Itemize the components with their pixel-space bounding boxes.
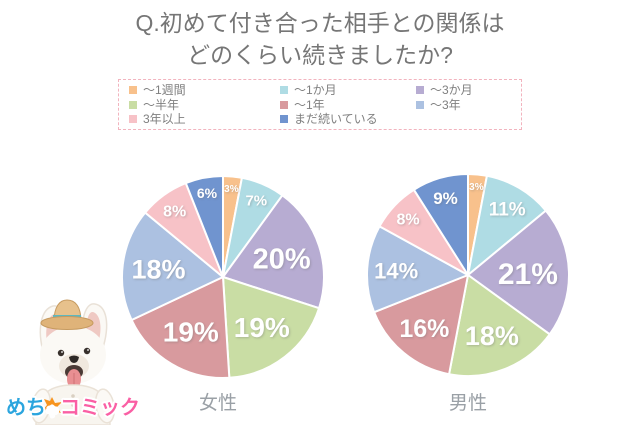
dog-body: [30, 384, 116, 425]
legend-item-4: 〜1年: [280, 98, 416, 112]
legend-label: 〜3年: [430, 97, 461, 112]
pie-slice-〜1年: [373, 274, 469, 376]
legend-swatch: [280, 115, 288, 124]
caption-female: 女性: [198, 393, 237, 414]
pie-chart-female: 3% 7% 20% 19% 19% 18% 8% 6%: [121, 175, 326, 379]
logo-star-badge: [42, 397, 62, 417]
pie-data-label: 16%: [399, 315, 449, 343]
pie-slice-〜3か月: [467, 209, 570, 336]
mechacomic-logo: めち ゃ コミック: [4, 394, 142, 421]
legend-label: 〜1週間: [143, 82, 186, 97]
pie-data-label: 6%: [197, 185, 218, 201]
legend-item-3: 〜半年: [129, 98, 280, 112]
legend-label: まだ続いている: [294, 112, 378, 127]
legend-item-7: まだ続いている: [280, 112, 416, 126]
logo-text-pink: コミック: [60, 396, 140, 419]
legend-swatch: [129, 115, 137, 124]
legend-item-2: 〜3か月: [416, 83, 521, 97]
pie-data-label: 19%: [234, 312, 290, 343]
legend-item-1: 〜1か月: [280, 83, 416, 97]
legend-label: 〜半年: [143, 97, 180, 112]
pie-slice-〜半年: [448, 274, 551, 377]
pie-slice-〜3年: [121, 211, 224, 321]
pie-data-label: 9%: [433, 189, 458, 208]
legend-label: 3年以上: [143, 112, 186, 127]
straw-hat-icon: [40, 299, 94, 330]
chart-legend: 〜1週間 〜1か月 〜3か月〜半年 〜1年 〜3年 3年以上 まだ続いている: [118, 79, 522, 130]
pie-data-label: 18%: [131, 255, 185, 285]
pie-slice-〜3か月: [222, 194, 326, 310]
pie-data-label: 8%: [163, 203, 186, 220]
title-line-1: Q.初めて付き合った相手との関係は: [135, 10, 505, 36]
mascot-dog-illustration: [30, 299, 116, 425]
pie-data-label: 18%: [465, 321, 519, 351]
logo-text-badge: ゃ: [46, 403, 59, 418]
pie-slice-〜半年: [222, 276, 321, 379]
legend-label: 〜3か月: [430, 82, 473, 97]
caption-male: 男性: [448, 393, 487, 414]
pie-slice-〜1か月: [467, 174, 547, 276]
logo-text-blue: めち: [6, 397, 46, 419]
pie-slice-〜1年: [130, 276, 231, 379]
legend-swatch: [416, 85, 424, 94]
pie-data-label: 7%: [245, 192, 267, 209]
pie-data-label: 3%: [224, 184, 239, 195]
legend-label: 〜1か月: [294, 82, 337, 97]
legend-item-6: 3年以上: [129, 112, 280, 126]
pie-data-label: 11%: [489, 200, 526, 221]
pie-data-label: 8%: [397, 211, 420, 228]
pie-slice-まだ続いている: [184, 175, 224, 278]
legend-swatch: [416, 100, 424, 109]
legend-item-5: 〜3年: [416, 98, 521, 112]
pie-data-label: 14%: [374, 258, 418, 283]
pie-data-label: 21%: [498, 258, 558, 291]
pie-data-label: 19%: [163, 317, 219, 348]
legend-item-0: 〜1週間: [129, 83, 280, 97]
title-line-2: どのくらい続きましたか?: [187, 42, 453, 68]
legend-swatch: [280, 85, 288, 94]
legend-swatch: [129, 85, 137, 94]
legend-swatch: [280, 100, 288, 109]
pie-slice-〜3年: [366, 225, 469, 314]
pie-data-label: 3%: [469, 182, 484, 193]
pie-chart-male: 3% 11% 21% 18% 16% 14% 8% 9%: [366, 173, 570, 377]
legend-label: 〜1年: [294, 97, 325, 112]
page-title: Q.初めて付き合った相手との関係は どのくらい続きましたか?: [0, 7, 640, 71]
pie-data-label: 20%: [253, 243, 311, 275]
legend-swatch: [129, 100, 137, 109]
dog-face: [57, 347, 91, 389]
pie-slice-まだ続いている: [412, 173, 469, 276]
